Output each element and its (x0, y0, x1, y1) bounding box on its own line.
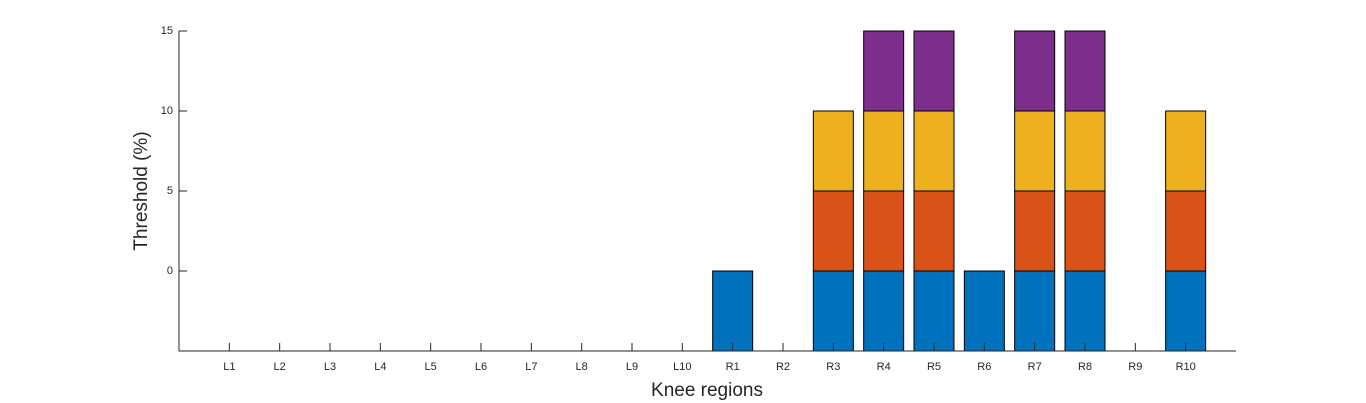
x-tick-label: R9 (1128, 361, 1142, 373)
bar-segment (1165, 110, 1207, 192)
x-tick-label: L4 (374, 361, 386, 373)
bar-segment (1014, 30, 1056, 112)
bar-segment (1014, 270, 1056, 352)
bar-segment (1064, 30, 1106, 112)
x-tick-label: L10 (673, 361, 691, 373)
bar-segment (712, 270, 754, 352)
x-tick-label: L5 (425, 361, 437, 373)
bar-segment (812, 190, 854, 272)
x-tick-label: L9 (626, 361, 638, 373)
bar-segment (913, 30, 955, 112)
x-tick-label: R3 (826, 361, 840, 373)
y-axis-title: Threshold (%) (131, 131, 152, 250)
bar-segment (1064, 110, 1106, 192)
bar-segment (1064, 270, 1106, 352)
bar-segment (913, 110, 955, 192)
bar-segment (863, 270, 905, 352)
x-tick-label: L2 (274, 361, 286, 373)
x-tick-label: R7 (1028, 361, 1042, 373)
bar-segment (913, 190, 955, 272)
x-tick-label: L7 (525, 361, 537, 373)
x-tick-label: R1 (726, 361, 740, 373)
y-tick-label: 5 (167, 185, 173, 197)
bar-segment (863, 30, 905, 112)
x-tick-label: L1 (223, 361, 235, 373)
bar-segment (1014, 190, 1056, 272)
bar-segment (1165, 270, 1207, 352)
bar-segment (913, 270, 955, 352)
x-tick-label: L3 (324, 361, 336, 373)
bar-segment (863, 110, 905, 192)
y-tick-label: 0 (167, 265, 173, 277)
bar-segment (812, 110, 854, 192)
x-tick-label: R10 (1176, 361, 1196, 373)
x-tick-label: R2 (776, 361, 790, 373)
x-tick-label: R5 (927, 361, 941, 373)
x-tick-label: L8 (576, 361, 588, 373)
bar-segment (1014, 110, 1056, 192)
bar-segment (1064, 190, 1106, 272)
y-tick-label: 15 (161, 25, 173, 37)
bar-segment (863, 190, 905, 272)
x-axis-title: Knee regions (651, 380, 763, 401)
x-tick-label: L6 (475, 361, 487, 373)
bar-segment (812, 270, 854, 352)
bar-segment (1165, 190, 1207, 272)
x-tick-label: R4 (877, 361, 891, 373)
y-tick-label: 10 (161, 105, 173, 117)
x-tick-label: R8 (1078, 361, 1092, 373)
bar-segment (963, 270, 1005, 352)
x-tick-label: R6 (977, 361, 991, 373)
